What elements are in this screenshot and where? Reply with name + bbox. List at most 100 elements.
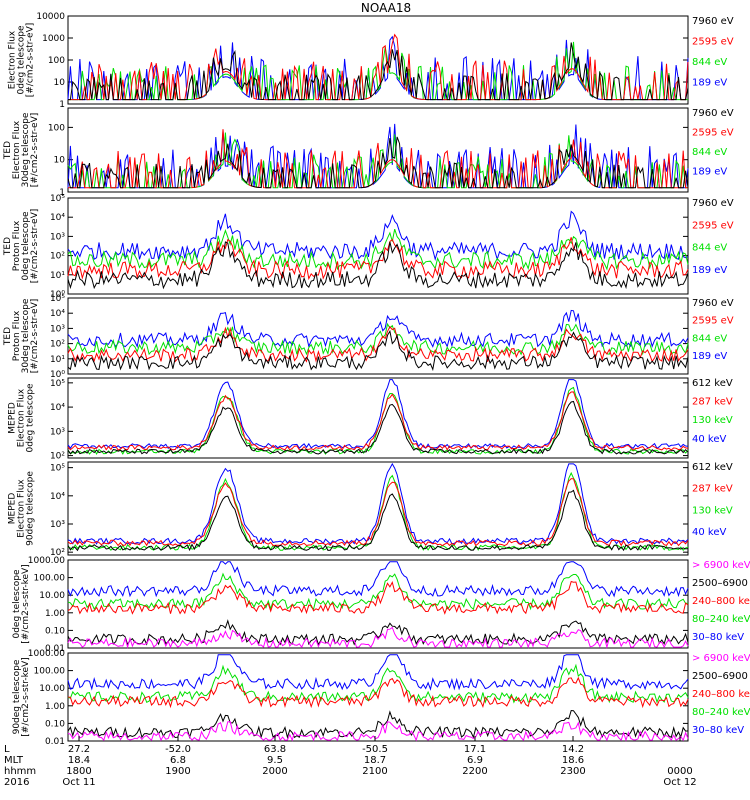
y-tick-label: 1.00 (45, 702, 65, 712)
legend-entry: 80–240 keV (692, 707, 750, 718)
panel-frame (67, 559, 689, 649)
y-axis-label: [#/cm2-s-str-eV] (30, 113, 40, 188)
y-axis-label: TED (3, 141, 13, 160)
legend-entry: > 6900 keV (692, 653, 750, 664)
legend-entry: 612 keV (692, 462, 733, 473)
y-axis-label: MEPED (8, 402, 18, 434)
legend-entry: 2500–6900 (692, 671, 748, 682)
legend-entry: 844 eV (692, 147, 727, 158)
y-tick-label: 10⁵ (50, 194, 65, 204)
y-tick-label: 10⁴ (50, 213, 65, 223)
y-tick-label: 10³ (50, 324, 65, 334)
x-tick-label-mlt: 9.5 (267, 755, 283, 766)
y-tick-label: 10¹ (50, 355, 65, 365)
series-line-844-ev (68, 41, 688, 101)
x-tick-label-hhmm: 2200 (462, 766, 487, 777)
y-tick-label: 1.00 (45, 609, 65, 619)
panel-p8: 90deg telescope [#/cm2-s-str-keV] 0.01 0.10… (12, 649, 750, 747)
y-tick-label: 100.00 (34, 574, 66, 584)
series-line-80-240-kev (67, 572, 689, 611)
series-line-40-kev (67, 462, 689, 545)
y-tick-label: 100 (48, 123, 65, 133)
y-axis-label: 30deg telescope (21, 298, 31, 373)
series-line-2595-ev (67, 325, 689, 363)
y-axis-label: Proton Flux (12, 220, 22, 271)
y-tick-label: 10² (50, 452, 65, 462)
y-tick-label: 10⁵ (50, 294, 65, 304)
x-tick-label-hhmm: 1800 (66, 766, 91, 777)
series-line-2500-6900 (67, 709, 689, 740)
y-axis-label: Electron Flux (8, 30, 18, 89)
legend-entry: 130 keV (692, 505, 733, 516)
x-tick-label-l: 14.2 (562, 744, 584, 755)
y-axis-label: 0deg telescope (12, 569, 22, 639)
series-line--6900-kev (67, 721, 689, 742)
y-tick-label: 10² (50, 252, 65, 262)
y-tick-label: 1000 (42, 34, 65, 44)
y-axis-label: [#/cm2-s-str-keV] (21, 657, 31, 736)
chart-title: NOAA18 (361, 1, 411, 15)
legend-entry: > 6900 keV (692, 560, 750, 571)
y-axis-label: [#/cm2-s-str-eV] (30, 299, 40, 374)
panel-frame (67, 297, 689, 375)
legend-entry: 7960 eV (692, 108, 734, 119)
y-tick-label: 10⁵ (50, 464, 65, 474)
series-line-7960-ev (67, 136, 689, 189)
legend-entry: 80–240 keV (692, 614, 750, 625)
y-tick-label: 0.01 (45, 644, 65, 654)
legend-entry: 2500–6900 (692, 578, 748, 589)
y-tick-label: 10² (50, 340, 65, 350)
x-axis-row-label: MLT (4, 755, 24, 766)
y-tick-label: 1 (59, 188, 65, 198)
y-axis-label: Electron Flux (12, 120, 22, 179)
y-axis-label: 90deg telescope (26, 471, 36, 546)
y-axis-label: 30deg telescope (21, 112, 31, 187)
y-tick-label: 10⁴ (50, 492, 65, 502)
y-axis-label: [#/cm2-s-str-eV] (26, 23, 36, 98)
panel-p3: TED Proton Flux 0deg telescope [#/cm2-s-str… (3, 194, 734, 300)
x-tick-label-l: 27.2 (68, 744, 90, 755)
legend-entry: 189 eV (692, 351, 727, 362)
legend-entry: 2595 eV (692, 220, 734, 231)
y-tick-label: 0.01 (45, 737, 65, 747)
series-line-7960-ev (68, 42, 689, 101)
y-tick-label: 10000 (36, 12, 65, 22)
x-tick-label-mlt: 18.6 (562, 755, 584, 766)
y-axis-label: [#/cm2-s-str-eV] (30, 209, 40, 284)
y-tick-label: 10³ (50, 232, 65, 242)
x-tick-label-mlt: 6.8 (170, 755, 186, 766)
y-tick-label: 1000.00 (28, 649, 65, 659)
series-line-240-800-ke (67, 676, 689, 709)
panel-p5: MEPED Electron Flux 0deg telescope 10² 10³ 10… (8, 377, 733, 462)
y-tick-label: 10⁴ (50, 309, 65, 319)
y-tick-label: 10⁴ (50, 403, 65, 413)
series-line-189-ev (67, 210, 689, 261)
series-line-844-ev (67, 322, 689, 356)
series-line--6900-kev (67, 626, 689, 649)
panel-p4: TED Proton Flux 30deg telescope [#/cm2-s-st… (3, 294, 734, 380)
y-axis-label: TED (3, 237, 13, 256)
panel-p1: Electron Flux 0deg telescope [#/cm2-s-str-… (8, 12, 734, 110)
legend-entry: 2595 eV (692, 36, 734, 47)
legend-entry: 612 keV (692, 378, 733, 389)
series-line-240-800-ke (67, 580, 689, 615)
x-tick-label-mlt: 6.9 (467, 755, 483, 766)
panel-p6: MEPED Electron Flux 90deg telescope 10² 10³ 1… (8, 461, 733, 558)
x-tick-label-hhmm: 0000 (667, 766, 692, 777)
series-line-7960-ev (67, 241, 689, 290)
series-line-287-kev (67, 478, 689, 547)
legend-entry: 30–80 keV (692, 725, 744, 736)
x-axis-row-label: hhmm (4, 766, 36, 777)
legend-entry: 7960 eV (692, 198, 734, 209)
y-tick-label: 10 (54, 156, 66, 166)
x-axis-row-label: L (4, 744, 10, 755)
y-tick-label: 10¹ (50, 271, 65, 281)
series-line-7960-ev (67, 329, 689, 372)
series-line-2595-ev (68, 33, 689, 101)
legend-entry: 7960 eV (692, 298, 734, 309)
y-axis-label: 0deg telescope (21, 211, 31, 281)
legend-entry: 7960 eV (692, 16, 734, 27)
series-line-40-kev (67, 379, 689, 450)
series-line-2595-ev (68, 129, 688, 189)
